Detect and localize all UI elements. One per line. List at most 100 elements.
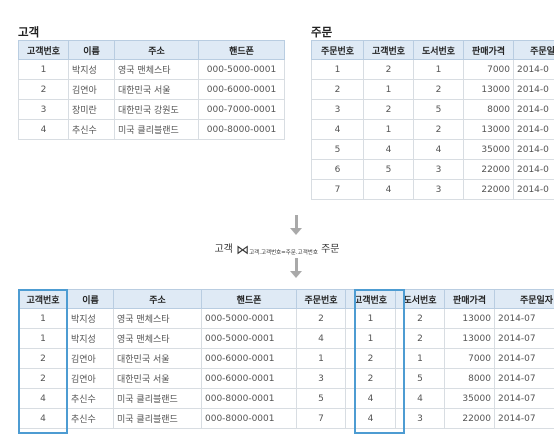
result-table-cell: 1 — [395, 348, 445, 369]
customer-table-cell: 000-7000-0001 — [198, 99, 285, 120]
result-table-cell: 2 — [395, 328, 445, 349]
result-table-cell: 2 — [18, 348, 68, 369]
customer-table-cell: 대한민국 서울 — [114, 79, 199, 100]
order-table-cell: 3 — [413, 179, 464, 200]
result-table-cell: 4 — [345, 408, 396, 429]
customer-table-cell: 000-5000-0001 — [198, 59, 285, 80]
order-table-cell: 4 — [363, 139, 414, 160]
order-table-cell: 2014-0 — [513, 159, 554, 180]
result-table-cell: 김연아 — [67, 368, 114, 389]
customer-table-title: 고객 — [18, 25, 40, 39]
customer-header-cell: 이름 — [68, 40, 115, 60]
order-table-row: 4 1 2 13000 2014-0 — [311, 119, 554, 140]
result-table-cell: 2 — [18, 368, 68, 389]
result-header-cell: 핸드폰 — [201, 289, 297, 309]
order-table-cell: 2 — [363, 99, 414, 120]
result-table-cell: 2 — [345, 368, 396, 389]
result-header-cell: 이름 — [67, 289, 114, 309]
customer-table-cell: 000-6000-0001 — [198, 79, 285, 100]
order-table-cell: 2014-0 — [513, 79, 554, 100]
result-table-cell: 3 — [296, 368, 346, 389]
order-header-cell: 판매가격 — [463, 40, 514, 60]
result-header-cell: 주문번호 — [296, 289, 346, 309]
order-table-cell: 2014-0 — [513, 179, 554, 200]
customer-table-cell: 2 — [18, 79, 69, 100]
customer-table-cell: 4 — [18, 119, 69, 140]
result-header-cell: 고객번호 — [18, 289, 68, 309]
down-arrow-1-head — [290, 228, 302, 235]
join-condition: 고객.고객번호=주문.고객번호 — [249, 250, 318, 256]
order-table-cell: 35000 — [463, 139, 514, 160]
result-table-cell: 영국 맨체스타 — [113, 308, 202, 329]
result-table-row: 1 박지성 영국 맨체스타 000-5000-0001 4 1 2 13000 2014-07 — [18, 328, 554, 349]
result-table-cell: 5 — [395, 368, 445, 389]
customer-table-cell: 영국 맨체스타 — [114, 59, 199, 80]
result-table-cell: 1 — [18, 328, 68, 349]
result-table: 고객번호 이름 주소 핸드폰 주문번호 고객번호 도서번호 판매가격 주문일자 1 박지성 영국 맨… — [18, 289, 554, 429]
join-right-relation: 주문 — [321, 244, 340, 255]
result-header-cell: 주문일자 — [494, 289, 554, 309]
result-table-cell: 미국 클리블랜드 — [113, 408, 202, 429]
result-table-cell: 김연아 — [67, 348, 114, 369]
order-table-cell: 5 — [413, 99, 464, 120]
customer-header-cell: 핸드폰 — [198, 40, 285, 60]
order-table-cell: 4 — [363, 179, 414, 200]
result-table-cell: 미국 클리블랜드 — [113, 388, 202, 409]
result-table-cell: 000-6000-0001 — [201, 368, 297, 389]
result-table-row: 2 김연아 대한민국 서울 000-6000-0001 3 2 5 8000 2014-07 — [18, 368, 554, 389]
result-table-cell: 박지성 — [67, 308, 114, 329]
result-header-cell: 판매가격 — [444, 289, 495, 309]
order-table-row: 3 2 5 8000 2014-0 — [311, 99, 554, 120]
order-table-cell: 22000 — [463, 179, 514, 200]
order-table-cell: 4 — [413, 139, 464, 160]
result-table-cell: 2014-07 — [494, 408, 554, 429]
customer-table-cell: 대한민국 강원도 — [114, 99, 199, 120]
result-table-row: 2 김연아 대한민국 서울 000-6000-0001 1 2 1 7000 2014-07 — [18, 348, 554, 369]
order-table-cell: 6 — [311, 159, 364, 180]
order-table-row: 1 2 1 7000 2014-0 — [311, 59, 554, 80]
result-table-cell: 35000 — [444, 388, 495, 409]
customer-table-row: 4 추신수 미국 클리블랜드 000-8000-0001 — [18, 119, 285, 140]
result-table-cell: 대한민국 서울 — [113, 348, 202, 369]
result-table-cell: 22000 — [444, 408, 495, 429]
result-table-cell: 1 — [345, 328, 396, 349]
order-table-cell: 2 — [413, 79, 464, 100]
customer-table-row: 1 박지성 영국 맨체스타 000-5000-0001 — [18, 59, 285, 80]
order-table-cell: 2014-0 — [513, 59, 554, 80]
customer-table-cell: 추신수 — [68, 119, 115, 140]
order-table-cell: 3 — [413, 159, 464, 180]
result-header-cell: 도서번호 — [395, 289, 445, 309]
customer-table-cell: 000-8000-0001 — [198, 119, 285, 140]
result-table-cell: 4 — [18, 408, 68, 429]
result-table-cell: 7000 — [444, 348, 495, 369]
order-table-cell: 7000 — [463, 59, 514, 80]
result-table-cell: 2014-07 — [494, 308, 554, 329]
down-arrow-2 — [295, 258, 298, 271]
result-table-cell: 2014-07 — [494, 388, 554, 409]
result-table-cell: 영국 맨체스타 — [113, 328, 202, 349]
result-table-cell: 2 — [395, 308, 445, 329]
result-table-cell: 대한민국 서울 — [113, 368, 202, 389]
order-table-row: 6 5 3 22000 2014-0 — [311, 159, 554, 180]
customer-table-cell: 3 — [18, 99, 69, 120]
customer-header-cell: 고객번호 — [18, 40, 69, 60]
result-table-cell: 추신수 — [67, 388, 114, 409]
result-table-cell: 000-8000-0001 — [201, 388, 297, 409]
result-table-cell: 3 — [395, 408, 445, 429]
customer-table-cell: 김연아 — [68, 79, 115, 100]
down-arrow-2-head — [290, 271, 302, 278]
result-table-cell: 000-5000-0001 — [201, 328, 297, 349]
order-table-cell: 1 — [363, 79, 414, 100]
order-table-cell: 13000 — [463, 79, 514, 100]
result-table-cell: 5 — [296, 388, 346, 409]
result-table-cell: 1 — [18, 308, 68, 329]
result-table-cell: 4 — [18, 388, 68, 409]
result-table-cell: 8000 — [444, 368, 495, 389]
order-table-cell: 1 — [413, 59, 464, 80]
result-table-cell: 000-5000-0001 — [201, 308, 297, 329]
customer-header-cell: 주소 — [114, 40, 199, 60]
customer-table-cell: 박지성 — [68, 59, 115, 80]
customer-table-row: 2 김연아 대한민국 서울 000-6000-0001 — [18, 79, 285, 100]
order-table-cell: 2 — [363, 59, 414, 80]
order-table-row: 5 4 4 35000 2014-0 — [311, 139, 554, 160]
